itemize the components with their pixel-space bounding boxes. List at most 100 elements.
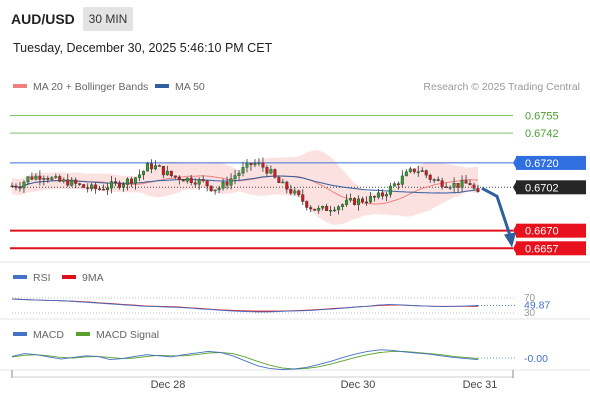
candle: [90, 184, 94, 189]
legend-swatch-ma20: [13, 84, 27, 88]
candle: [177, 176, 181, 180]
candle: [126, 178, 130, 185]
candle: [86, 187, 90, 189]
candle: [213, 189, 217, 192]
legend-swatch-ma50: [155, 84, 169, 88]
level-tag-support: [516, 241, 586, 256]
current-price-tag-arrow: [513, 180, 517, 195]
candle: [62, 179, 66, 182]
x-tick-label: Dec 30: [341, 379, 376, 391]
rsi-current-label: 49.87: [524, 300, 550, 312]
candle: [372, 196, 376, 198]
candle: [38, 175, 42, 180]
x-tick-label: Dec 31: [463, 379, 498, 391]
candle: [253, 162, 257, 165]
candle: [70, 179, 74, 186]
candle: [197, 179, 201, 185]
candle: [424, 170, 428, 176]
level-label-pivot: 0.6720: [525, 158, 559, 170]
candle: [448, 187, 452, 189]
level-label-support: 0.6657: [525, 243, 559, 255]
candle: [416, 171, 420, 173]
candle: [468, 183, 472, 186]
level-label-support: 0.6670: [525, 226, 559, 238]
timeframe-button[interactable]: 30 MIN: [83, 7, 133, 31]
candle: [66, 179, 70, 186]
candle: [261, 162, 265, 168]
candle: [396, 183, 400, 185]
candle: [133, 177, 137, 184]
level-tag-arrow: [513, 223, 517, 238]
candle: [360, 198, 364, 203]
candle: [110, 181, 114, 189]
rsi-line: [11, 298, 479, 313]
candle: [78, 183, 82, 185]
candle: [54, 176, 58, 178]
candle: [82, 184, 86, 188]
candle: [297, 190, 301, 195]
candle: [173, 175, 177, 178]
legend-swatch-macd-signal: [76, 332, 90, 336]
candle: [118, 182, 122, 188]
candle: [345, 199, 349, 205]
candle: [444, 186, 448, 188]
ma50-line: [11, 175, 479, 194]
candle: [149, 163, 153, 170]
candle: [305, 201, 309, 208]
candle: [313, 208, 317, 211]
macd-signal-line: [11, 350, 479, 370]
bollinger-band: [12, 150, 478, 225]
candle: [309, 207, 313, 210]
candle: [233, 175, 237, 179]
legend-label-9ma: 9MA: [82, 272, 104, 284]
candle: [106, 187, 110, 190]
candle: [165, 170, 169, 176]
candle: [98, 188, 102, 190]
candle: [209, 185, 213, 192]
candle: [229, 178, 233, 186]
candle: [368, 196, 372, 203]
candle: [321, 205, 325, 209]
level-tag-arrow: [513, 155, 517, 170]
candle: [265, 167, 269, 174]
level-label-target: 0.6755: [525, 110, 559, 122]
candle: [333, 209, 337, 212]
candle: [301, 194, 305, 202]
legend-label-ma20: MA 20 + Bollinger Bands: [33, 81, 148, 93]
legend-swatch-rsi: [13, 275, 27, 279]
candle: [436, 179, 440, 181]
level-label-target: 0.6742: [525, 128, 559, 140]
candle: [428, 174, 432, 180]
legend-label-macd: MACD: [33, 329, 64, 341]
candle: [460, 180, 464, 188]
candle: [408, 168, 412, 172]
legend-label-macd-signal: MACD Signal: [96, 329, 159, 341]
candle: [122, 184, 126, 188]
current-price-tag: [516, 180, 586, 195]
candle: [22, 181, 26, 189]
current-price-label: 0.6702: [525, 182, 559, 194]
candle: [58, 176, 62, 182]
candle: [249, 162, 253, 165]
candle: [257, 162, 261, 165]
candle: [74, 179, 78, 184]
candle: [241, 167, 245, 174]
rsi-level-label: 30: [524, 308, 536, 319]
candle: [34, 175, 38, 180]
candle: [341, 204, 345, 207]
level-tag-support: [516, 223, 586, 238]
candle: [46, 178, 50, 180]
candle: [412, 168, 416, 173]
candle: [94, 184, 98, 189]
candle: [273, 169, 277, 178]
candle: [137, 174, 141, 178]
candle: [364, 201, 368, 204]
candle: [30, 176, 34, 180]
candle: [329, 210, 333, 212]
candle: [114, 181, 118, 183]
datetime-label: Tuesday, December 30, 2025 5:46:10 PM CE…: [13, 41, 273, 55]
candle: [189, 177, 193, 183]
candle: [472, 184, 476, 189]
candle: [353, 198, 357, 205]
